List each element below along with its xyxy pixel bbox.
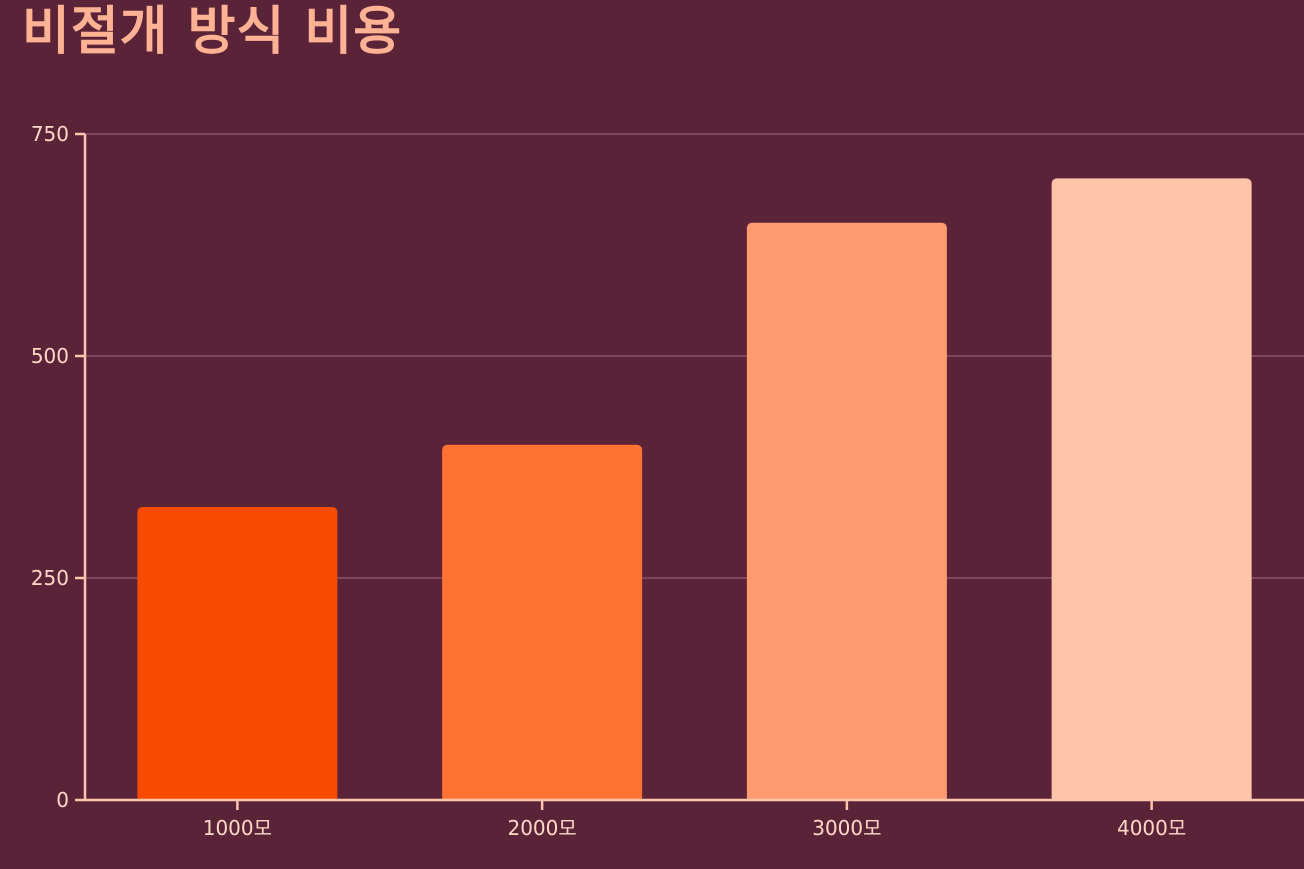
chart-title: 비절개 방식 비용 <box>22 2 403 62</box>
bar <box>1051 178 1252 800</box>
axis-layer <box>75 132 1304 810</box>
bar <box>137 506 338 800</box>
x-tick-label: 1000모 <box>203 816 272 840</box>
bar-layer <box>137 178 1252 801</box>
y-tick-label: 250 <box>31 566 69 590</box>
bar <box>746 222 947 801</box>
y-tick-label: 0 <box>56 788 69 812</box>
label-layer: 0 250 500 750 1000모 2000모 3000모 4000모 <box>31 122 1186 840</box>
x-tick-label: 4000모 <box>1117 816 1186 840</box>
bar <box>442 444 643 800</box>
x-tick-label: 3000모 <box>812 816 881 840</box>
y-tick-label: 750 <box>31 122 69 146</box>
x-tick-label: 2000모 <box>507 816 576 840</box>
y-tick-label: 500 <box>31 344 69 368</box>
